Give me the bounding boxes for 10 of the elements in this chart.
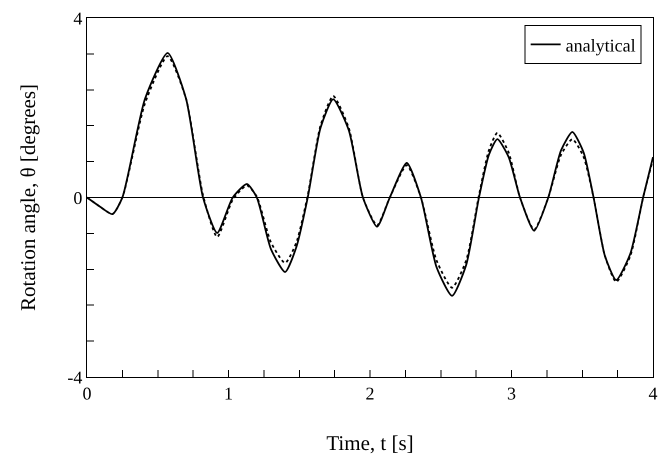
y-tick-label: 4 <box>73 8 82 28</box>
x-tick-label: 4 <box>648 384 658 404</box>
y-tick-label: 0 <box>73 188 82 208</box>
legend-label: analytical <box>566 35 636 56</box>
x-tick-label: 1 <box>224 384 233 404</box>
x-axis-title: Time, t [s] <box>326 431 414 455</box>
x-tick-label: 2 <box>366 384 374 404</box>
x-tick-label: 3 <box>507 384 516 404</box>
y-tick-label: -4 <box>67 367 82 388</box>
y-axis-title: Rotation angle, θ [degrees] <box>16 84 40 311</box>
